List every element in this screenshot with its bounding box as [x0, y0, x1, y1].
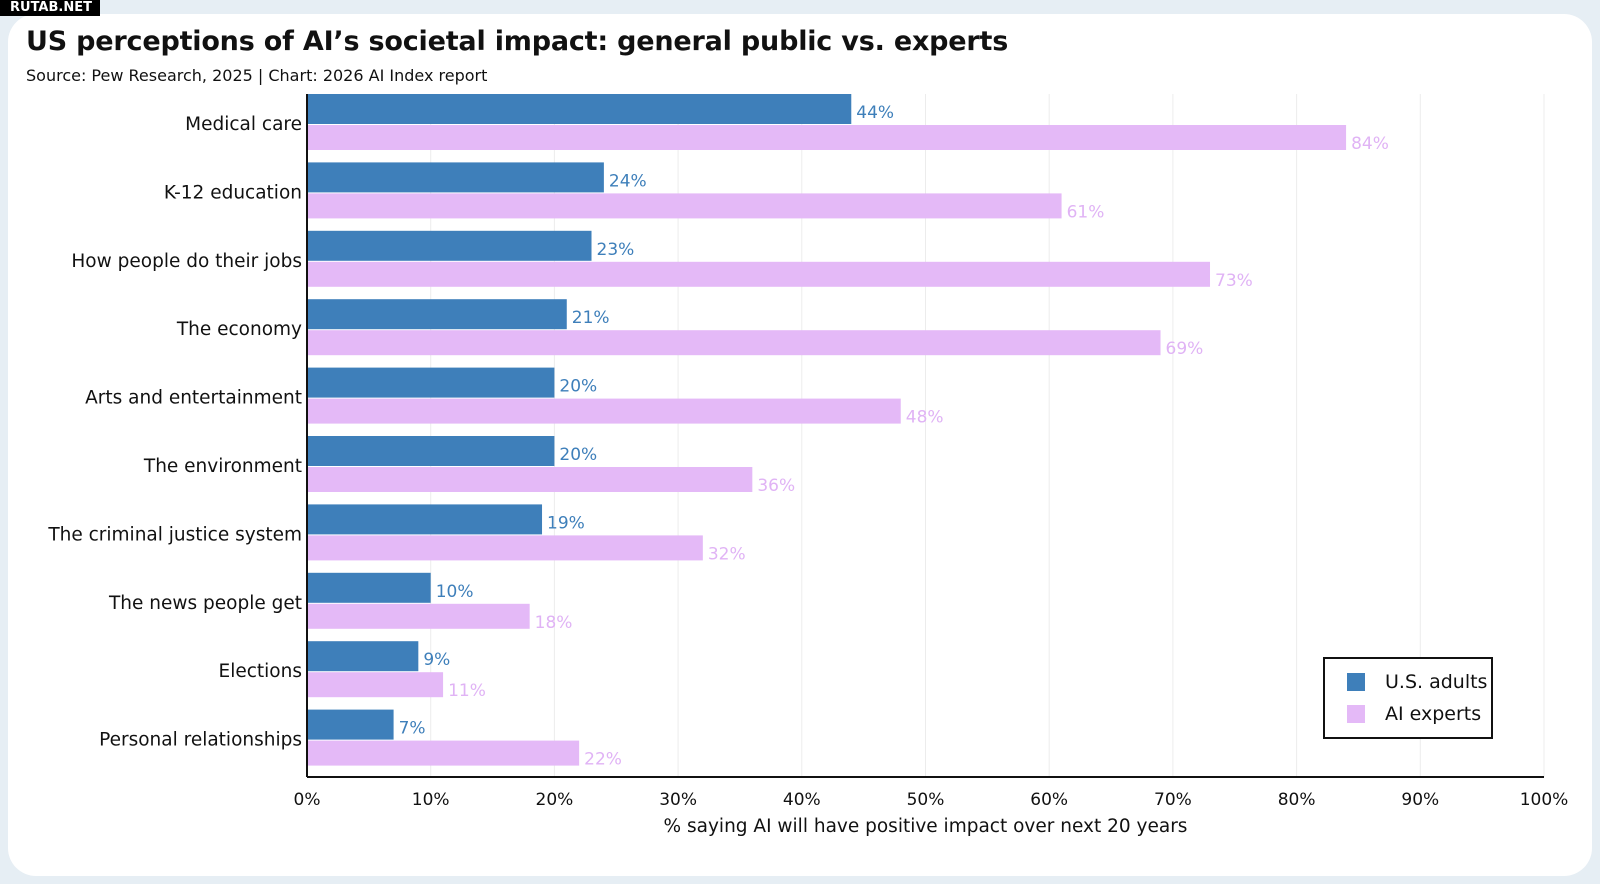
- data-label-us-adults: 19%: [547, 513, 585, 533]
- bar-ai-experts: [307, 672, 444, 698]
- data-label-ai-experts: 18%: [535, 613, 573, 633]
- bar-us-adults: [307, 299, 567, 330]
- x-tick-label: 80%: [1278, 790, 1316, 810]
- bar-us-adults: [307, 572, 431, 603]
- category-label: Elections: [219, 661, 302, 682]
- x-tick-label: 20%: [536, 790, 574, 810]
- legend-label-us-adults: U.S. adults: [1385, 671, 1488, 693]
- category-label: K-12 education: [164, 182, 302, 203]
- category-label: Arts and entertainment: [85, 388, 302, 409]
- data-label-us-adults: 44%: [856, 103, 894, 123]
- x-tick-label: 60%: [1030, 790, 1068, 810]
- bar-us-adults: [307, 162, 604, 193]
- data-label-ai-experts: 84%: [1351, 134, 1389, 154]
- bar-us-adults: [307, 709, 394, 740]
- x-axis-title: % saying AI will have positive impact ov…: [664, 816, 1188, 837]
- legend-label-ai-experts: AI experts: [1385, 703, 1482, 725]
- category-label: Personal relationships: [99, 730, 302, 751]
- data-label-us-adults: 10%: [436, 582, 474, 602]
- category-label: The economy: [176, 319, 302, 340]
- chart-subtitle: Source: Pew Research, 2025 | Chart: 2026…: [26, 66, 488, 85]
- bar-us-adults: [307, 367, 555, 398]
- bar-us-adults: [307, 436, 555, 466]
- category-label: How people do their jobs: [71, 251, 302, 272]
- watermark: RUTAB.NET: [0, 0, 100, 16]
- bar-ai-experts: [307, 193, 1062, 219]
- data-label-ai-experts: 69%: [1166, 339, 1204, 359]
- data-label-us-adults: 23%: [597, 240, 635, 260]
- category-label: The news people get: [108, 593, 302, 614]
- data-label-ai-experts: 61%: [1067, 202, 1105, 222]
- data-label-ai-experts: 11%: [448, 681, 486, 701]
- data-label-us-adults: 24%: [609, 171, 647, 191]
- x-tick-label: 0%: [294, 790, 321, 810]
- data-label-ai-experts: 36%: [757, 476, 795, 496]
- bar-ai-experts: [307, 467, 753, 492]
- x-tick-label: 90%: [1401, 790, 1439, 810]
- data-label-us-adults: 20%: [559, 377, 597, 397]
- data-label-ai-experts: 22%: [584, 750, 622, 770]
- bar-ai-experts: [307, 535, 703, 561]
- data-label-ai-experts: 73%: [1215, 271, 1253, 291]
- bar-ai-experts: [307, 125, 1347, 150]
- bar-ai-experts: [307, 261, 1211, 287]
- category-label: Medical care: [185, 114, 302, 135]
- x-tick-label: 70%: [1154, 790, 1192, 810]
- legend-swatch-us-adults: [1347, 673, 1365, 691]
- data-label-us-adults: 21%: [572, 308, 610, 328]
- x-tick-label: 100%: [1520, 790, 1569, 810]
- bar-ai-experts: [307, 603, 530, 629]
- bar-ai-experts: [307, 330, 1161, 356]
- data-label-ai-experts: 32%: [708, 544, 746, 564]
- chart-legend: U.S. adults AI experts: [1323, 657, 1493, 739]
- bar-ai-experts: [307, 398, 901, 424]
- x-tick-label: 50%: [907, 790, 945, 810]
- bar-us-adults: [307, 504, 543, 535]
- data-label-us-adults: 20%: [559, 445, 597, 465]
- bar-us-adults: [307, 94, 852, 124]
- data-label-us-adults: 9%: [423, 650, 450, 670]
- category-label: The criminal justice system: [47, 524, 302, 545]
- bar-ai-experts: [307, 740, 580, 766]
- x-tick-label: 40%: [783, 790, 821, 810]
- category-label: The environment: [143, 456, 302, 477]
- x-tick-label: 10%: [412, 790, 450, 810]
- x-tick-label: 30%: [659, 790, 697, 810]
- bar-us-adults: [307, 641, 419, 672]
- legend-swatch-ai-experts: [1347, 705, 1365, 723]
- legend-item-ai-experts: AI experts: [1347, 703, 1481, 725]
- legend-item-us-adults: U.S. adults: [1347, 671, 1487, 693]
- bar-us-adults: [307, 230, 592, 261]
- data-label-ai-experts: 48%: [906, 408, 944, 428]
- chart-title: US perceptions of AI’s societal impact: …: [26, 26, 1009, 57]
- data-label-us-adults: 7%: [399, 719, 426, 739]
